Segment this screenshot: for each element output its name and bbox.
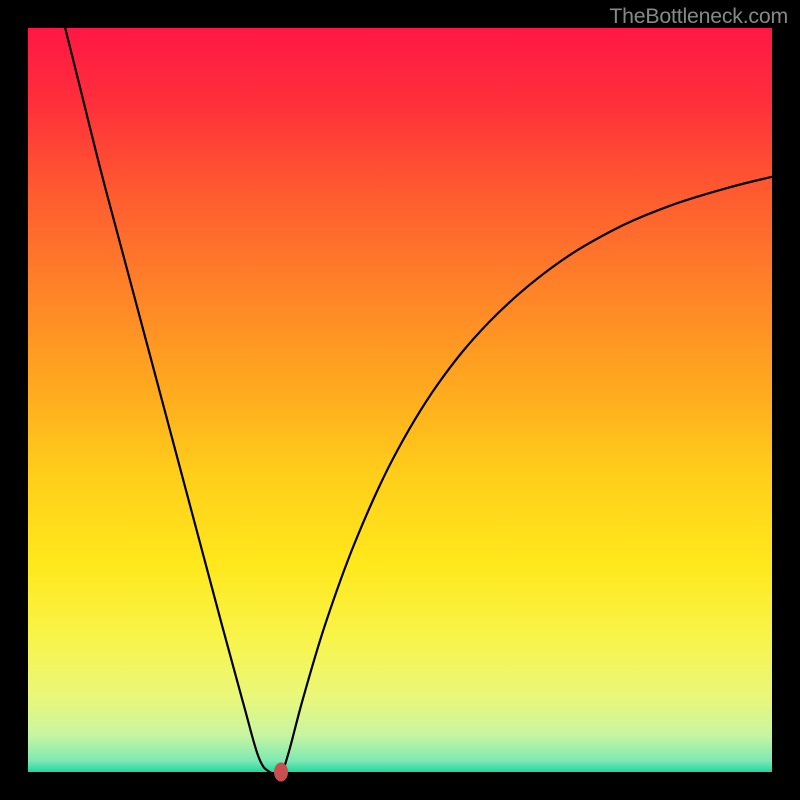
optimal-point-marker (274, 763, 288, 782)
gradient-background (28, 28, 772, 772)
chart-frame: TheBottleneck.com (0, 0, 800, 800)
watermark-text: TheBottleneck.com (609, 4, 788, 29)
bottleneck-curve (28, 28, 772, 772)
plot-area (28, 28, 772, 772)
